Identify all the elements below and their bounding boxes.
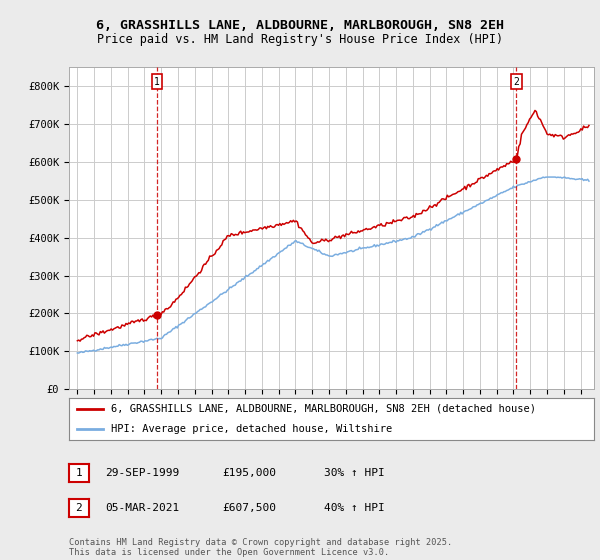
Text: 05-MAR-2021: 05-MAR-2021 [105,503,179,513]
Text: 2: 2 [514,77,519,87]
Text: Price paid vs. HM Land Registry's House Price Index (HPI): Price paid vs. HM Land Registry's House … [97,32,503,46]
Text: 2: 2 [76,503,82,513]
Text: 1: 1 [154,77,160,87]
Text: 6, GRASSHILLS LANE, ALDBOURNE, MARLBOROUGH, SN8 2EH (detached house): 6, GRASSHILLS LANE, ALDBOURNE, MARLBOROU… [111,404,536,414]
Text: 40% ↑ HPI: 40% ↑ HPI [324,503,385,513]
Text: HPI: Average price, detached house, Wiltshire: HPI: Average price, detached house, Wilt… [111,424,392,434]
Text: 6, GRASSHILLS LANE, ALDBOURNE, MARLBOROUGH, SN8 2EH: 6, GRASSHILLS LANE, ALDBOURNE, MARLBOROU… [96,18,504,32]
Text: £195,000: £195,000 [222,468,276,478]
Text: 30% ↑ HPI: 30% ↑ HPI [324,468,385,478]
Text: 1: 1 [76,468,82,478]
Text: Contains HM Land Registry data © Crown copyright and database right 2025.
This d: Contains HM Land Registry data © Crown c… [69,538,452,557]
Text: £607,500: £607,500 [222,503,276,513]
Text: 29-SEP-1999: 29-SEP-1999 [105,468,179,478]
